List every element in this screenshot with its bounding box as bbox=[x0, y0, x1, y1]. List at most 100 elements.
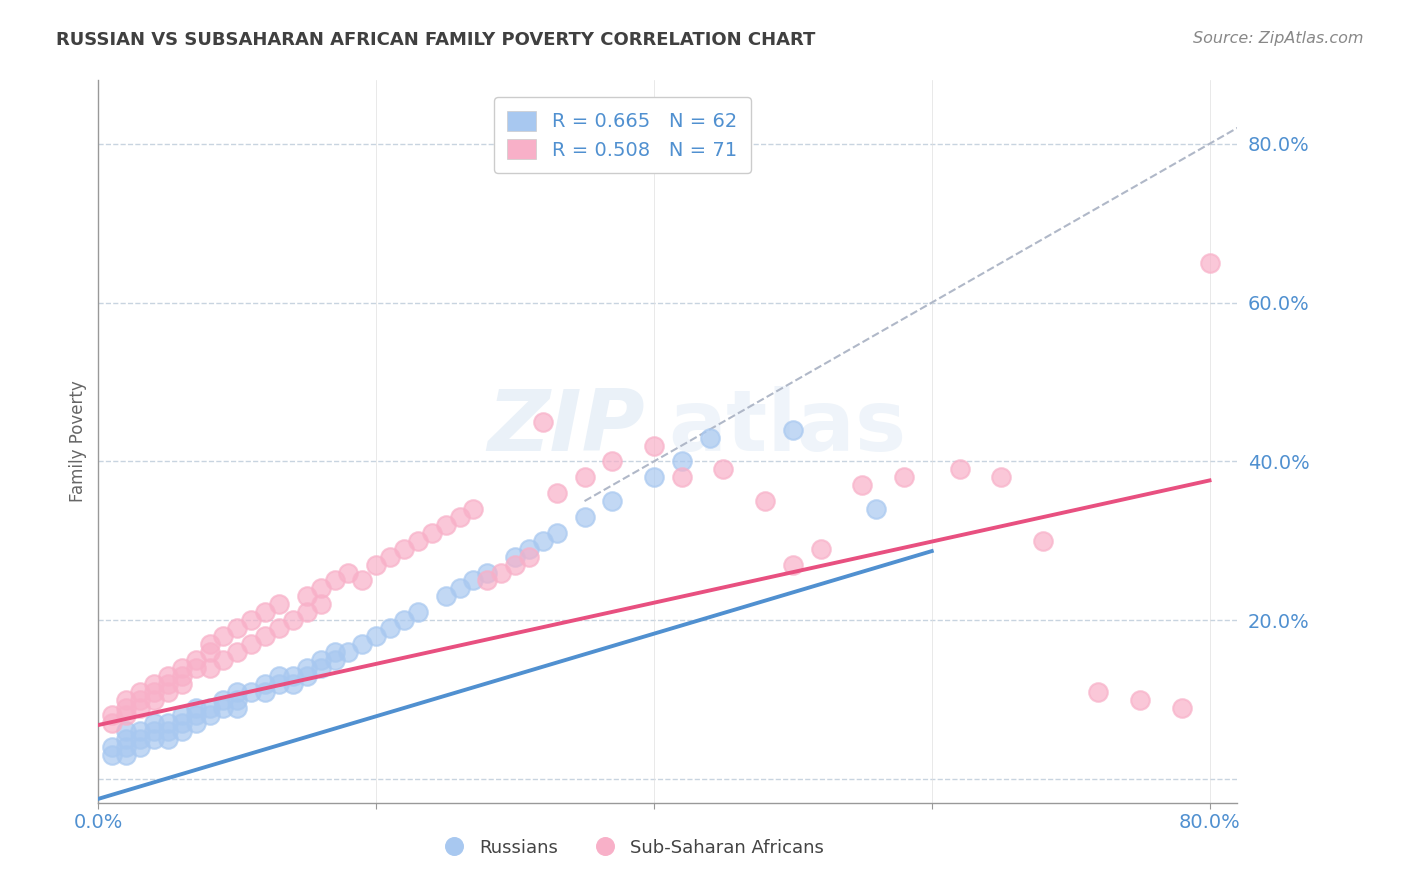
Point bbox=[463, 502, 485, 516]
Point bbox=[198, 645, 221, 659]
Point bbox=[574, 470, 596, 484]
Point bbox=[378, 549, 401, 564]
Point bbox=[990, 470, 1012, 484]
Point bbox=[184, 661, 207, 675]
Point bbox=[449, 582, 471, 596]
Point bbox=[323, 645, 346, 659]
Point bbox=[212, 692, 235, 706]
Point bbox=[643, 438, 665, 452]
Point bbox=[517, 541, 540, 556]
Point bbox=[295, 605, 318, 619]
Point bbox=[309, 653, 332, 667]
Text: RUSSIAN VS SUBSAHARAN AFRICAN FAMILY POVERTY CORRELATION CHART: RUSSIAN VS SUBSAHARAN AFRICAN FAMILY POV… bbox=[56, 31, 815, 49]
Point bbox=[170, 661, 193, 675]
Point bbox=[295, 590, 318, 604]
Point bbox=[254, 629, 277, 643]
Point bbox=[184, 700, 207, 714]
Point bbox=[267, 676, 290, 690]
Point bbox=[323, 574, 346, 588]
Point bbox=[129, 740, 152, 755]
Point bbox=[782, 558, 804, 572]
Point bbox=[463, 574, 485, 588]
Point bbox=[226, 692, 249, 706]
Point bbox=[267, 669, 290, 683]
Point bbox=[156, 732, 179, 747]
Point bbox=[295, 661, 318, 675]
Point bbox=[170, 708, 193, 723]
Text: atlas: atlas bbox=[668, 385, 905, 468]
Point bbox=[600, 494, 623, 508]
Point bbox=[267, 597, 290, 611]
Point bbox=[170, 716, 193, 731]
Point bbox=[281, 676, 304, 690]
Point bbox=[115, 724, 138, 739]
Point bbox=[101, 708, 124, 723]
Point bbox=[156, 669, 179, 683]
Point bbox=[546, 525, 568, 540]
Point bbox=[101, 716, 124, 731]
Point bbox=[115, 700, 138, 714]
Point bbox=[129, 724, 152, 739]
Point bbox=[406, 533, 429, 548]
Point bbox=[1129, 692, 1152, 706]
Point bbox=[1032, 533, 1054, 548]
Point bbox=[531, 415, 554, 429]
Point bbox=[337, 566, 360, 580]
Point bbox=[295, 669, 318, 683]
Point bbox=[143, 732, 166, 747]
Point bbox=[517, 549, 540, 564]
Point bbox=[754, 494, 776, 508]
Point bbox=[352, 574, 374, 588]
Point bbox=[420, 525, 443, 540]
Point bbox=[600, 454, 623, 468]
Point bbox=[851, 478, 873, 492]
Point bbox=[129, 692, 152, 706]
Point bbox=[115, 748, 138, 763]
Point bbox=[129, 684, 152, 698]
Point bbox=[449, 510, 471, 524]
Point bbox=[143, 692, 166, 706]
Point bbox=[366, 558, 388, 572]
Point bbox=[143, 684, 166, 698]
Point bbox=[198, 700, 221, 714]
Point bbox=[503, 558, 526, 572]
Point bbox=[184, 653, 207, 667]
Y-axis label: Family Poverty: Family Poverty bbox=[69, 381, 87, 502]
Point bbox=[309, 597, 332, 611]
Point bbox=[143, 716, 166, 731]
Point bbox=[226, 684, 249, 698]
Point bbox=[156, 724, 179, 739]
Point bbox=[1198, 256, 1220, 270]
Point bbox=[115, 740, 138, 755]
Point bbox=[156, 716, 179, 731]
Point bbox=[240, 613, 263, 627]
Point bbox=[1170, 700, 1192, 714]
Point bbox=[115, 732, 138, 747]
Point bbox=[323, 653, 346, 667]
Point bbox=[170, 669, 193, 683]
Point bbox=[810, 541, 832, 556]
Point bbox=[156, 676, 179, 690]
Point bbox=[713, 462, 735, 476]
Point bbox=[170, 676, 193, 690]
Text: ZIP: ZIP bbox=[488, 385, 645, 468]
Point bbox=[699, 431, 721, 445]
Point bbox=[267, 621, 290, 635]
Point bbox=[198, 637, 221, 651]
Point bbox=[115, 708, 138, 723]
Point bbox=[101, 740, 124, 755]
Point bbox=[254, 605, 277, 619]
Point bbox=[352, 637, 374, 651]
Point bbox=[254, 676, 277, 690]
Point bbox=[281, 613, 304, 627]
Point bbox=[546, 486, 568, 500]
Point bbox=[392, 613, 415, 627]
Point bbox=[893, 470, 915, 484]
Point bbox=[226, 645, 249, 659]
Point bbox=[309, 661, 332, 675]
Point bbox=[503, 549, 526, 564]
Point bbox=[212, 700, 235, 714]
Point bbox=[226, 700, 249, 714]
Point bbox=[671, 454, 693, 468]
Point bbox=[366, 629, 388, 643]
